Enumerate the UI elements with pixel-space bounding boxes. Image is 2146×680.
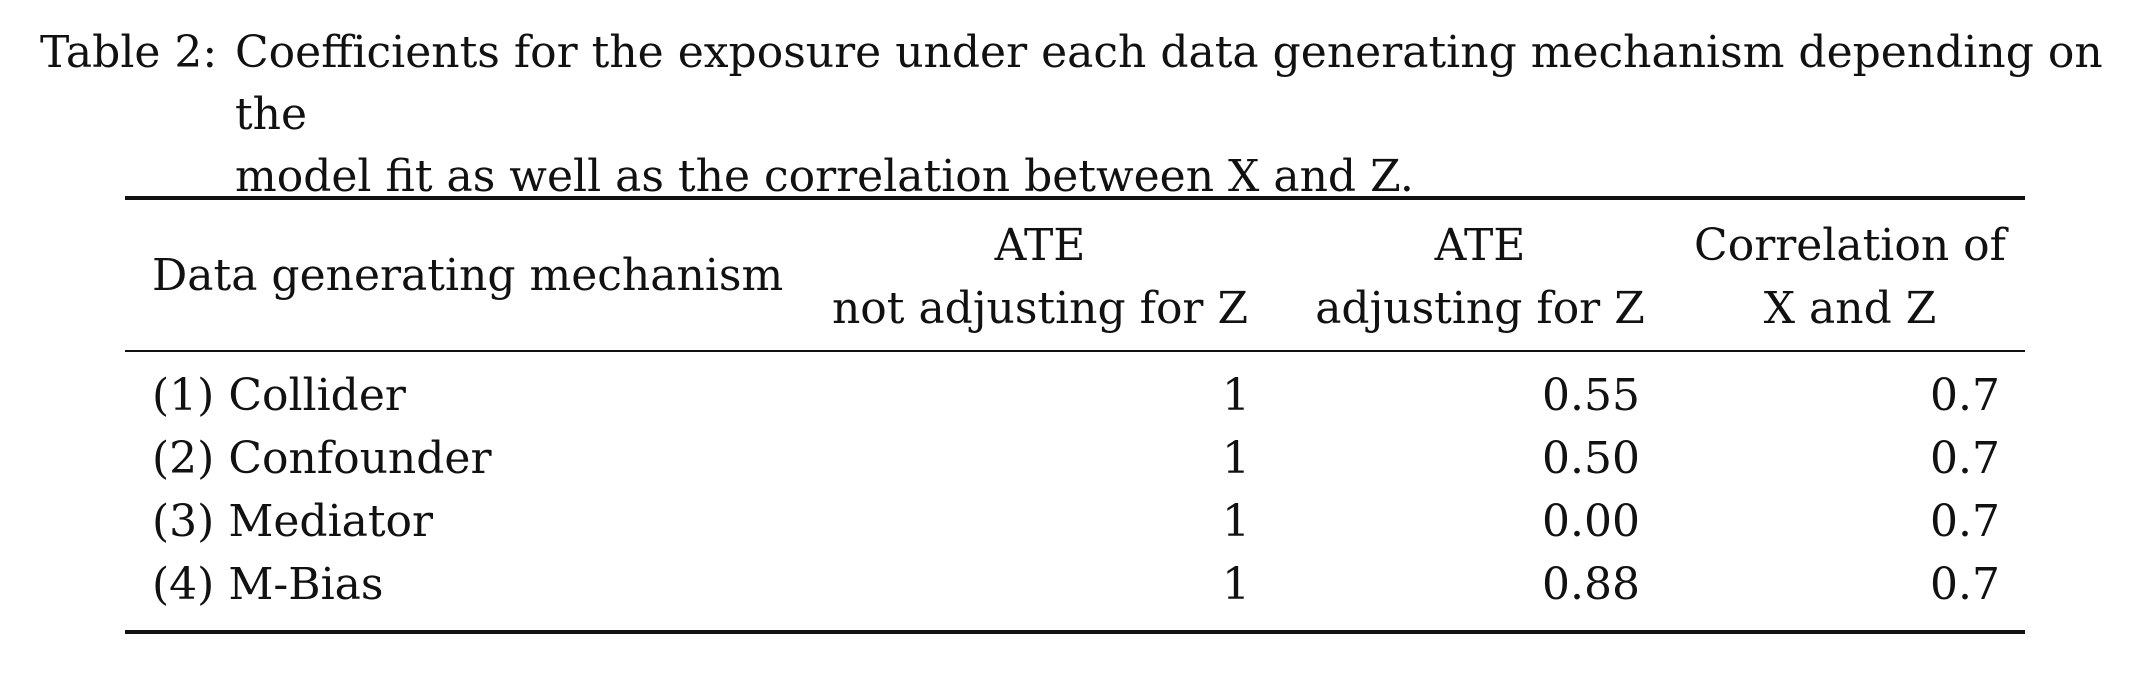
row-3-ate-adjusted: 0.00 <box>1542 496 1640 547</box>
row-1-ate-adjusted: 0.55 <box>1542 370 1640 421</box>
caption-line-2: model fit as well as the correlation bet… <box>235 151 1414 202</box>
header-correlation-line1: Correlation of <box>1694 220 2006 271</box>
caption-text: Coefficients for the exposure under each… <box>235 22 2146 208</box>
row-2-mechanism: (2) Confounder <box>152 433 492 484</box>
table-header-rule <box>125 350 2025 352</box>
row-3-ate-unadjusted: 1 <box>1222 496 1250 547</box>
header-ate-adjusted-line1: ATE <box>1434 220 1526 271</box>
row-4-mechanism: (4) M-Bias <box>152 559 384 610</box>
row-4-ate-unadjusted: 1 <box>1222 559 1250 610</box>
table-bottom-rule <box>125 630 2025 634</box>
header-ate-unadjusted-line2: not adjusting for Z <box>831 283 1249 334</box>
row-4-ate-adjusted: 0.88 <box>1542 559 1640 610</box>
header-ate-adjusted-line2: adjusting for Z <box>1315 283 1645 334</box>
row-4-correlation: 0.7 <box>1930 559 2000 610</box>
row-2-correlation: 0.7 <box>1930 433 2000 484</box>
row-3-correlation: 0.7 <box>1930 496 2000 547</box>
caption-label: Table 2: <box>40 27 218 78</box>
header-mechanism: Data generating mechanism <box>152 250 784 301</box>
row-2-ate-adjusted: 0.50 <box>1542 433 1640 484</box>
row-1-correlation: 0.7 <box>1930 370 2000 421</box>
table-top-rule <box>125 196 2025 200</box>
row-2-ate-unadjusted: 1 <box>1222 433 1250 484</box>
row-3-mechanism: (3) Mediator <box>152 496 434 547</box>
row-1-ate-unadjusted: 1 <box>1222 370 1250 421</box>
caption-line-1: Coefficients for the exposure under each… <box>235 27 2103 140</box>
header-ate-unadjusted-line1: ATE <box>994 220 1086 271</box>
header-correlation-line2: X and Z <box>1763 283 1937 334</box>
row-1-mechanism: (1) Collider <box>152 370 406 421</box>
